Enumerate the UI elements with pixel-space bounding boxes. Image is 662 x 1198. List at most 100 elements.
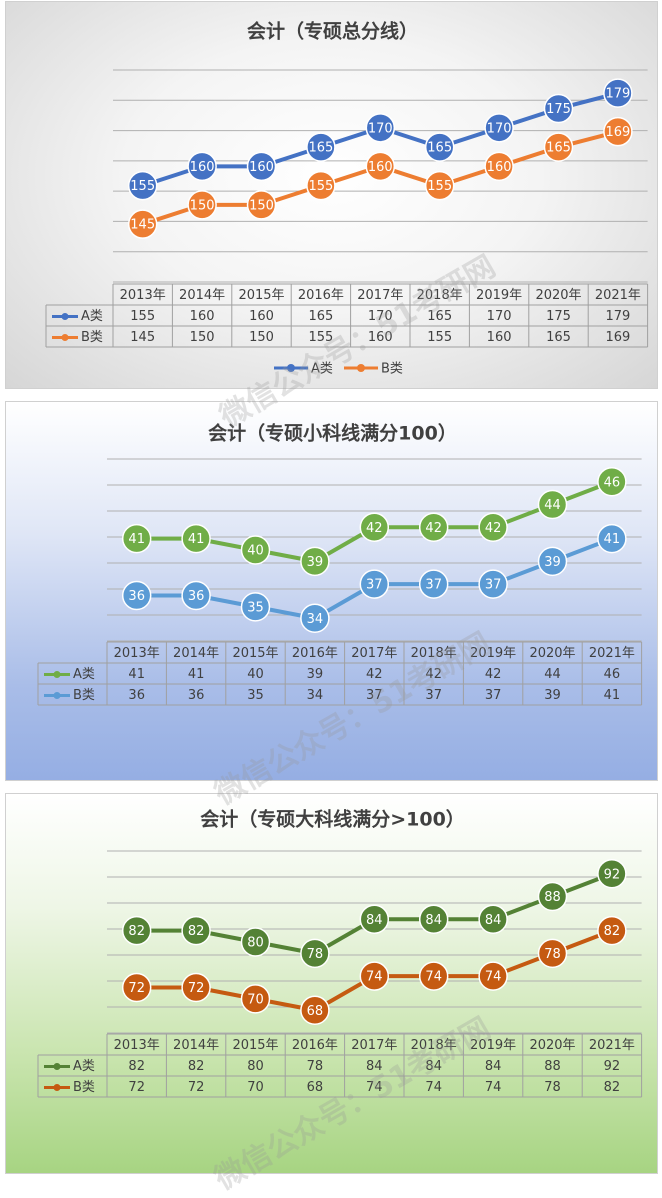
table-value-cell: 41 [188,667,205,682]
x-tick-label: 2015年 [232,646,278,661]
x-tick-label: 2021年 [595,288,641,303]
data-label: 165 [308,141,333,156]
data-label: 92 [604,867,621,882]
table-value-cell: 42 [425,667,442,682]
table-value-cell: 155 [308,330,333,345]
table-value-cell: 88 [544,1059,561,1074]
table-value-cell: 72 [188,1080,205,1095]
table-value-cell: 40 [247,667,264,682]
table-value-cell: 155 [130,309,155,324]
table-value-cell: 44 [544,667,561,682]
data-label: 82 [188,924,205,939]
series-name-label: A类 [73,667,95,682]
table-value-cell: 84 [425,1059,442,1074]
table-value-cell: 78 [307,1059,324,1074]
data-label: 41 [188,532,205,547]
x-tick-label: 2015年 [238,288,284,303]
x-tick-label: 2017年 [351,646,397,661]
chart-title: 会计（专硕小科线满分100） [208,422,457,445]
table-value-cell: 82 [128,1059,145,1074]
table-value-cell: 46 [604,667,621,682]
table-value-cell: 84 [366,1059,383,1074]
chart-panel-small-subject: 会计（专硕小科线满分100） 2013年 2014年 2015年 2016年 2017年 2… [5,401,658,781]
table-value-cell: 74 [485,1080,502,1095]
legend-marker [357,364,365,372]
x-tick-label: 2020年 [529,646,575,661]
data-label: 42 [366,521,383,536]
table-value-cell: 74 [425,1080,442,1095]
data-label: 42 [485,521,502,536]
data-label: 165 [427,141,452,156]
data-label: 37 [485,578,502,593]
table-value-cell: 39 [307,667,324,682]
legend-label: A类 [311,362,333,377]
data-label: 35 [247,600,264,615]
series-name-label: B类 [73,1080,95,1095]
data-label: 42 [425,521,442,536]
legend-key-marker [62,313,69,320]
x-tick-label: 2013年 [114,646,160,661]
series-name-label: B类 [73,688,95,703]
table-value-cell: 175 [546,309,571,324]
data-label: 74 [366,970,383,985]
data-label: 175 [546,102,571,117]
table-value-cell: 84 [485,1059,502,1074]
table-value-cell: 37 [425,688,442,703]
data-label: 78 [307,947,324,962]
table-value-cell: 92 [604,1059,621,1074]
table-value-cell: 41 [604,688,621,703]
table-value-cell: 80 [247,1059,264,1074]
data-label: 36 [128,589,145,604]
series-name-label: A类 [73,1059,95,1074]
data-label: 37 [425,578,442,593]
data-label: 84 [485,913,502,928]
table-value-cell: 165 [308,309,333,324]
x-tick-label: 2018年 [417,288,463,303]
legend-key-marker [54,1084,61,1091]
x-tick-label: 2014年 [179,288,225,303]
data-label: 82 [128,924,145,939]
data-label: 37 [366,578,383,593]
data-label: 72 [128,981,145,996]
data-label: 145 [130,218,155,233]
table-value-cell: 74 [366,1080,383,1095]
series-name-label: B类 [81,330,103,345]
x-tick-label: 2019年 [476,288,522,303]
table-value-cell: 37 [366,688,383,703]
table-value-cell: 165 [546,330,571,345]
table-value-cell: 41 [128,667,145,682]
x-tick-label: 2014年 [173,646,219,661]
data-label: 34 [307,612,324,627]
table-value-cell: 35 [247,688,264,703]
data-label: 80 [247,936,264,951]
table-value-cell: 39 [544,688,561,703]
table-value-cell: 68 [307,1080,324,1095]
data-label: 36 [188,589,205,604]
data-label: 160 [190,160,215,175]
x-tick-label: 2016年 [292,1038,338,1053]
x-tick-label: 2016年 [298,288,344,303]
table-value-cell: 36 [128,688,145,703]
data-label: 155 [308,179,333,194]
table-value-cell: 42 [485,667,502,682]
x-tick-label: 2020年 [529,1038,575,1053]
chart-title: 会计（专硕大科线满分>100） [200,808,465,831]
x-tick-label: 2016年 [292,646,338,661]
table-value-cell: 34 [307,688,324,703]
x-tick-label: 2013年 [114,1038,160,1053]
data-label: 78 [544,947,561,962]
table-value-cell: 160 [487,330,512,345]
data-label: 84 [425,913,442,928]
x-tick-label: 2014年 [173,1038,219,1053]
data-label: 160 [249,160,274,175]
data-label: 170 [487,121,512,136]
legend-marker [287,364,295,372]
data-label: 39 [307,555,324,570]
x-tick-label: 2019年 [470,646,516,661]
table-value-cell: 78 [544,1080,561,1095]
